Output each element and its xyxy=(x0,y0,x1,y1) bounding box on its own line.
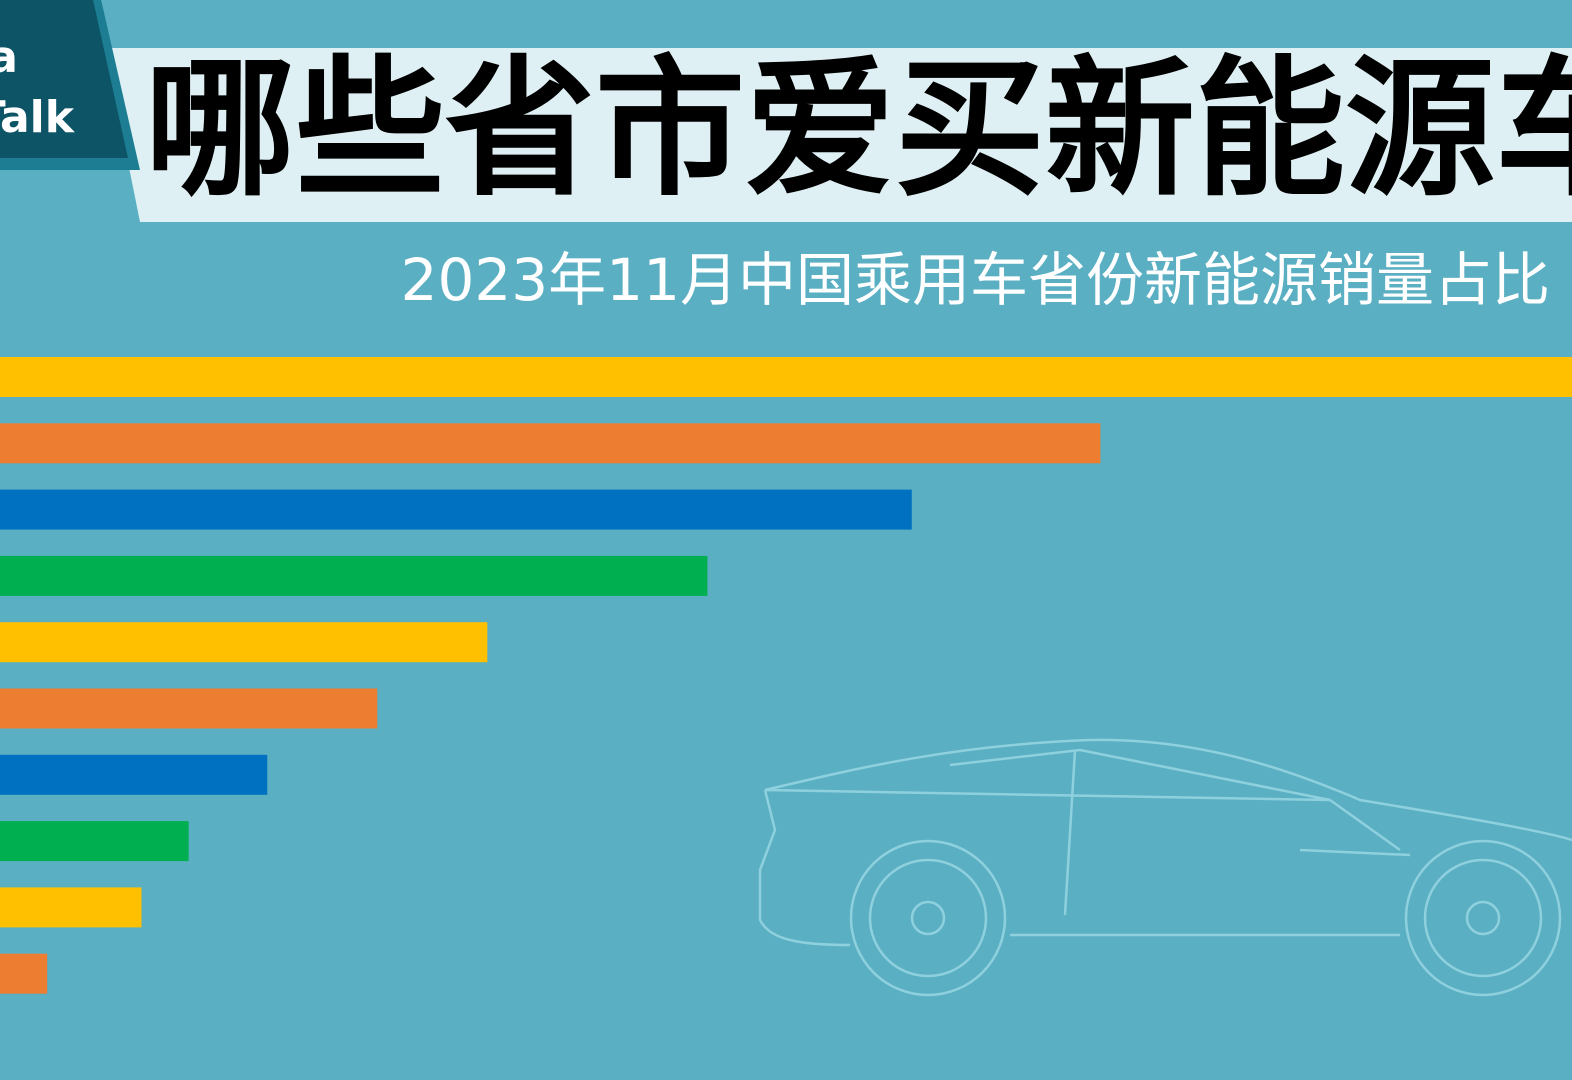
bar xyxy=(0,821,189,862)
car-illustration xyxy=(758,738,1572,997)
chart-subtitle: 2023年11月中国乘用车省份新能源销量占比 xyxy=(401,246,1550,314)
bar xyxy=(0,754,268,795)
bar xyxy=(0,357,1572,397)
logo-box xyxy=(0,0,128,158)
bar xyxy=(0,622,488,663)
bar xyxy=(0,688,378,729)
logo-line1: Data xyxy=(0,32,18,83)
chart-title: 哪些省市爱买新能源车 xyxy=(145,43,1572,217)
title-banner xyxy=(105,48,1572,222)
logo-line2: Talk xyxy=(0,92,76,143)
bar xyxy=(0,489,912,530)
bar xyxy=(0,423,1101,464)
bar xyxy=(0,953,48,994)
bar xyxy=(0,555,708,596)
bar xyxy=(0,887,142,928)
